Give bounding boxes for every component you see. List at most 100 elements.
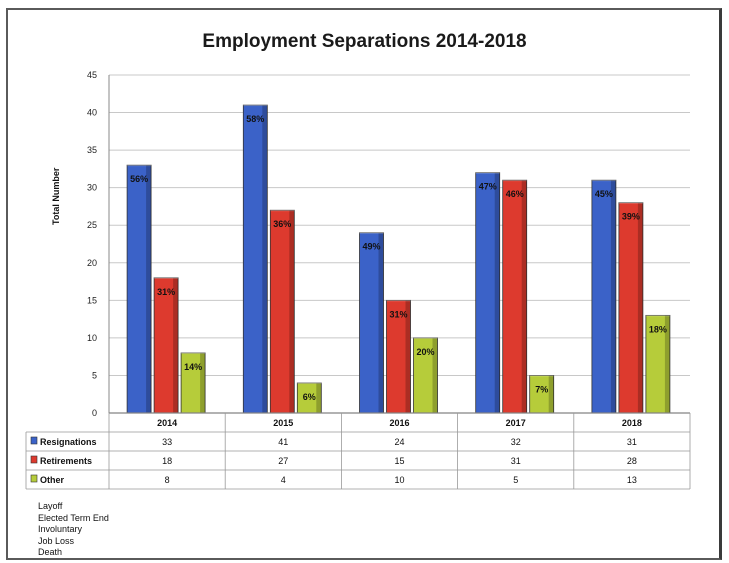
data-label: 20% <box>416 347 434 357</box>
legend-label-resignations: Resignations <box>40 437 97 447</box>
bar-retirements-2016 <box>386 299 411 414</box>
other-item-elected-term-end: Elected Term End <box>38 512 109 523</box>
bar-shade-resignations-2016 <box>378 232 384 413</box>
bar-other-2016 <box>413 337 438 414</box>
bar-shade-resignations-2018 <box>610 180 616 413</box>
y-tick-label: 10 <box>87 333 97 343</box>
bar-top-resignations-2015 <box>243 103 268 107</box>
table-cell: 41 <box>278 437 288 447</box>
x-tick-label: 2016 <box>389 418 409 428</box>
bar-resignations-2017 <box>475 172 501 414</box>
data-label: 58% <box>246 114 264 124</box>
data-label: 31% <box>157 287 175 297</box>
bar-shade-other-2016 <box>432 337 438 413</box>
y-tick-label: 15 <box>87 295 97 305</box>
other-item-layoff: Layoff <box>38 501 63 511</box>
table-cell: 8 <box>165 475 170 485</box>
bar-top-other-2015 <box>297 380 322 384</box>
bar-top-retirements-2016 <box>386 298 411 302</box>
bar-top-other-2016 <box>413 335 438 339</box>
data-label: 18% <box>649 324 667 334</box>
bar-top-other-2017 <box>529 373 554 377</box>
bar-retirements-2014 <box>153 277 179 414</box>
legend-swatch-retirements <box>30 455 38 464</box>
data-label: 31% <box>389 309 407 319</box>
data-label: 36% <box>273 219 291 229</box>
bar-top-other-2018 <box>645 313 670 317</box>
table-cell: 15 <box>394 456 404 466</box>
data-label: 6% <box>303 392 316 402</box>
other-breakdown-list: Layoff Elected Term End Involuntary Job … <box>38 501 109 559</box>
table-cell: 24 <box>394 437 404 447</box>
table-cell: 31 <box>511 456 521 466</box>
x-tick-label: 2018 <box>622 418 642 428</box>
data-label: 47% <box>479 182 497 192</box>
data-label: 49% <box>362 242 380 252</box>
table-cell: 13 <box>627 475 637 485</box>
x-tick-label: 2017 <box>506 418 526 428</box>
bar-shade-retirements-2015 <box>289 210 295 413</box>
bar-resignations-2016 <box>359 232 384 414</box>
other-item-death: Death <box>38 547 63 557</box>
data-label: 14% <box>184 362 202 372</box>
bar-top-resignations-2014 <box>127 163 152 167</box>
data-label: 7% <box>535 384 548 394</box>
bar-resignations-2018 <box>591 179 617 414</box>
data-label: 39% <box>622 212 640 222</box>
x-tick-label: 2015 <box>273 418 293 428</box>
bar-top-resignations-2018 <box>591 178 616 182</box>
bar-shade-retirements-2014 <box>173 277 179 413</box>
bar-top-retirements-2014 <box>154 275 179 279</box>
table-cell: 5 <box>513 475 518 485</box>
y-tick-label: 35 <box>87 145 97 155</box>
bar-retirements-2015 <box>269 209 295 414</box>
bar-shade-other-2014 <box>200 352 206 413</box>
bar-retirements-2018 <box>618 202 644 414</box>
chart-title: Employment Separations 2014-2018 <box>202 31 527 52</box>
legend-swatch-other <box>30 474 38 483</box>
bar-shade-other-2015 <box>316 382 322 413</box>
other-item-job-loss: Job Loss <box>38 535 75 546</box>
table-cell: 31 <box>627 437 637 447</box>
bar-other-2018 <box>645 314 671 414</box>
bar-other-2017 <box>529 375 555 414</box>
bar-top-other-2014 <box>181 350 206 354</box>
y-tick-label: 40 <box>87 108 97 118</box>
y-tick-label: 0 <box>92 408 97 418</box>
bar-top-resignations-2017 <box>475 170 500 174</box>
bar-top-resignations-2016 <box>359 230 384 234</box>
bar-resignations-2014 <box>126 164 152 414</box>
bar-shade-other-2018 <box>664 315 670 413</box>
bar-top-retirements-2015 <box>270 208 295 212</box>
bar-shade-retirements-2016 <box>405 300 411 413</box>
data-label: 56% <box>130 174 148 184</box>
bar-shade-resignations-2014 <box>146 165 152 413</box>
y-tick-label: 5 <box>92 370 97 380</box>
table-cell: 32 <box>511 437 521 447</box>
y-tick-label: 45 <box>87 70 97 80</box>
legend-swatch-resignations <box>30 436 38 445</box>
bar-top-retirements-2017 <box>502 178 527 182</box>
bar-top-retirements-2018 <box>618 200 643 204</box>
bar-resignations-2015 <box>242 104 268 414</box>
bar-shade-retirements-2018 <box>637 202 643 413</box>
table-cell: 10 <box>394 475 404 485</box>
data-label: 45% <box>595 189 613 199</box>
bar-shade-other-2017 <box>548 375 554 413</box>
bar-shade-resignations-2017 <box>494 172 500 413</box>
legend-label-other: Other <box>40 475 65 485</box>
legend-label-retirements: Retirements <box>40 456 92 466</box>
table-cell: 4 <box>281 475 286 485</box>
other-item-involuntary: Involuntary <box>38 524 83 534</box>
y-tick-label: 30 <box>87 183 97 193</box>
table-cell: 33 <box>162 437 172 447</box>
table-cell: 27 <box>278 456 288 466</box>
bar-other-2015 <box>296 382 322 414</box>
bar-shade-resignations-2015 <box>262 105 268 414</box>
bar-shade-retirements-2017 <box>521 180 527 413</box>
x-tick-label: 2014 <box>157 418 177 428</box>
table-cell: 28 <box>627 456 637 466</box>
y-tick-label: 20 <box>87 258 97 268</box>
table-cell: 18 <box>162 456 172 466</box>
